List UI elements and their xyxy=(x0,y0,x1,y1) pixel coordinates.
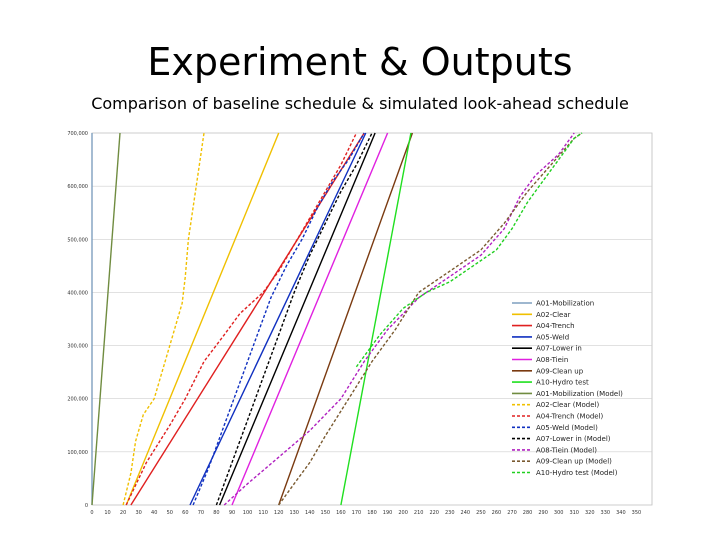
y-tick-label: 400,000 xyxy=(67,290,88,296)
series-line-13 xyxy=(215,132,373,506)
x-tick-label: 150 xyxy=(321,510,331,516)
legend-label: A02-Clear xyxy=(536,311,571,319)
x-tick-label: 200 xyxy=(398,510,408,516)
x-axis-ticks: 0 10 20 30 40 50 60 70 80 90 100 110 120 130 140 150 160… xyxy=(90,510,641,516)
legend-label: A04-Trench (Model) xyxy=(536,413,604,421)
x-tick-label: 80 xyxy=(213,510,219,516)
page-title: Experiment & Outputs xyxy=(147,40,573,84)
x-tick-label: 310 xyxy=(569,510,579,516)
x-tick-label: 160 xyxy=(336,510,346,516)
x-tick-label: 270 xyxy=(507,510,517,516)
y-tick-label: 0 xyxy=(85,503,88,509)
series-lines xyxy=(91,132,583,506)
legend-label: A05-Weld (Model) xyxy=(536,424,598,432)
y-tick-label: 300,000 xyxy=(67,344,88,350)
x-tick-label: 280 xyxy=(523,510,533,516)
x-tick-label: 50 xyxy=(167,510,173,516)
series-line-9 xyxy=(91,132,121,506)
x-tick-label: 100 xyxy=(243,510,253,516)
x-tick-label: 180 xyxy=(367,510,377,516)
legend: A01-Mobilization A02-Clear A04-Trench A05-W… xyxy=(512,300,623,477)
legend-label: A10-Hydro test (Model) xyxy=(536,469,618,477)
x-tick-label: 140 xyxy=(305,510,315,516)
y-tick-label: 100,000 xyxy=(67,450,88,456)
legend-label: A09-Clean up xyxy=(536,367,584,375)
x-tick-label: 30 xyxy=(135,510,141,516)
legend-label: A04-Trench xyxy=(536,322,575,330)
y-axis-ticks: 0 100,000 200,000 300,000 400,000 500,000 600,… xyxy=(67,131,88,509)
page-subtitle: Comparison of baseline schedule & simula… xyxy=(91,94,629,113)
x-tick-label: 20 xyxy=(120,510,126,516)
legend-label: A07-Lower in xyxy=(536,345,582,353)
x-tick-label: 70 xyxy=(198,510,204,516)
series-line-7 xyxy=(278,132,414,506)
x-tick-label: 110 xyxy=(258,510,268,516)
legend-label: A01-Mobilization xyxy=(536,300,594,308)
x-tick-label: 260 xyxy=(492,510,502,516)
x-tick-label: 350 xyxy=(632,510,642,516)
legend-label: A02-Clear (Model) xyxy=(536,401,600,409)
legend-label: A10-Hydro test xyxy=(536,379,589,387)
series-line-2 xyxy=(125,132,280,506)
x-tick-label: 210 xyxy=(414,510,424,516)
x-tick-label: 90 xyxy=(229,510,235,516)
series-line-4 xyxy=(189,132,367,506)
x-tick-label: 330 xyxy=(601,510,611,516)
x-tick-label: 170 xyxy=(352,510,362,516)
x-tick-label: 40 xyxy=(151,510,157,516)
series-line-15 xyxy=(278,132,583,506)
legend-label: A09-Clean up (Model) xyxy=(536,458,612,466)
x-tick-label: 300 xyxy=(554,510,564,516)
x-tick-label: 0 xyxy=(90,510,93,516)
legend-label: A01-Mobilization (Model) xyxy=(536,390,623,398)
y-tick-label: 700,000 xyxy=(67,131,88,137)
x-tick-label: 250 xyxy=(476,510,486,516)
y-tick-label: 200,000 xyxy=(67,397,88,403)
y-tick-label: 500,000 xyxy=(67,237,88,243)
x-tick-label: 10 xyxy=(104,510,110,516)
x-tick-label: 60 xyxy=(182,510,188,516)
legend-label: A08-Tiein xyxy=(536,356,568,364)
series-line-8 xyxy=(340,132,412,506)
series-line-5 xyxy=(218,132,376,506)
x-tick-label: 220 xyxy=(429,510,439,516)
series-line-6 xyxy=(231,132,389,506)
schedule-line-chart: 0 100,000 200,000 300,000 400,000 500,000 600,… xyxy=(67,131,653,516)
legend-label: A08-Tiein (Model) xyxy=(536,446,597,454)
legend-label: A07-Lower in (Model) xyxy=(536,435,611,443)
series-line-14 xyxy=(223,132,575,506)
y-tick-label: 600,000 xyxy=(67,184,88,190)
x-tick-label: 290 xyxy=(538,510,548,516)
x-tick-label: 190 xyxy=(383,510,393,516)
x-tick-label: 340 xyxy=(616,510,626,516)
grid-lines xyxy=(91,132,653,506)
series-line-11 xyxy=(125,132,358,506)
x-tick-label: 230 xyxy=(445,510,455,516)
x-tick-label: 320 xyxy=(585,510,595,516)
x-tick-label: 240 xyxy=(461,510,471,516)
series-line-10 xyxy=(122,132,205,506)
x-tick-label: 120 xyxy=(274,510,284,516)
series-line-16 xyxy=(355,132,583,368)
legend-label: A05-Weld xyxy=(536,333,569,341)
x-tick-label: 130 xyxy=(289,510,299,516)
